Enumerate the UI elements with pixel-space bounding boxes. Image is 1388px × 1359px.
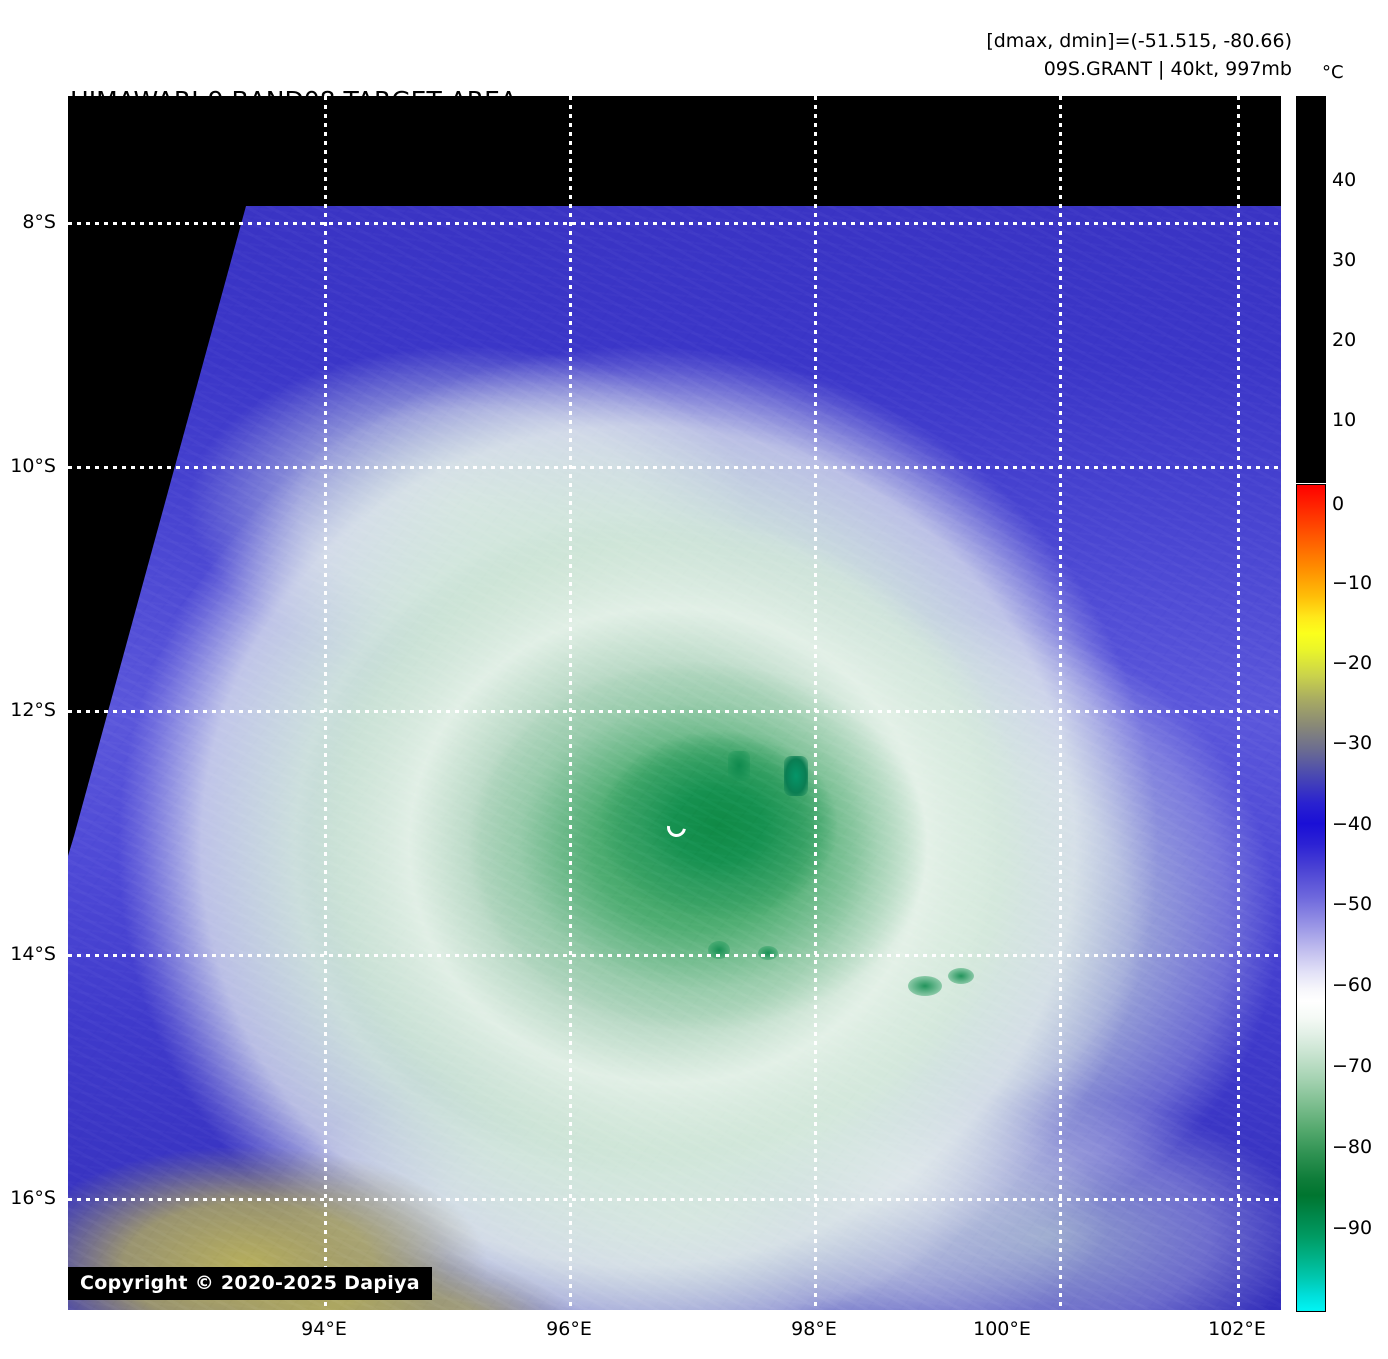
x-axis-tick-102E: 102°E: [1208, 1318, 1266, 1340]
cold-cloud-blob: [758, 946, 778, 960]
storm-info-label: 09S.GRANT | 40kt, 997mb: [1043, 57, 1292, 80]
cold-cloud-blob: [908, 976, 942, 996]
satellite-image-plot[interactable]: Copyright © 2020-2025 Dapiya: [68, 96, 1281, 1310]
y-axis-tick-10S: 10°S: [10, 455, 56, 477]
y-axis-tick-8S: 8°S: [22, 211, 56, 233]
metadata-block: [dmax, dmin]=(-51.515, -80.66) 09S.GRANT…: [986, 28, 1292, 83]
colorbar-unit-label: °C: [1322, 62, 1344, 83]
colorbar-tick-0: 0: [1332, 493, 1345, 515]
y-axis-tick-16S: 16°S: [10, 1187, 56, 1209]
cold-cloud-blob: [708, 941, 730, 959]
x-axis-tick-94E: 94°E: [301, 1318, 347, 1340]
cold-cloud-blob: [948, 968, 974, 984]
colorbar-tick-m20: −20: [1332, 652, 1373, 674]
satellite-texture-layer: [68, 206, 1281, 1310]
satellite-land-layer: [68, 206, 1281, 1310]
coldest-cloud-cell: [784, 756, 808, 796]
y-axis-tick-12S: 12°S: [10, 699, 56, 721]
colorbar-tick-10: 10: [1332, 409, 1357, 431]
colorbar-tick-20: 20: [1332, 329, 1357, 351]
colorbar-tick-30: 30: [1332, 249, 1357, 271]
dmax-dmin-label: [dmax, dmin]=(-51.515, -80.66): [986, 30, 1292, 52]
colorbar-tick-m70: −70: [1332, 1055, 1373, 1077]
colorbar-upper-black-segment: [1296, 96, 1326, 483]
colorbar-tick-m40: −40: [1332, 813, 1373, 835]
y-axis-tick-14S: 14°S: [10, 943, 56, 965]
colorbar-tick-m60: −60: [1332, 974, 1373, 996]
copyright-watermark: Copyright © 2020-2025 Dapiya: [68, 1267, 432, 1300]
colorbar-tick-m50: −50: [1332, 893, 1373, 915]
x-axis-tick-100E: 100°E: [973, 1318, 1031, 1340]
x-axis-tick-98E: 98°E: [791, 1318, 837, 1340]
colorbar-tick-m30: −30: [1332, 732, 1373, 754]
colorbar-tick-40: 40: [1332, 169, 1357, 191]
colorbar-tick-m80: −80: [1332, 1136, 1373, 1158]
cold-cloud-cell-secondary: [728, 751, 750, 781]
colorbar-tick-m10: −10: [1332, 572, 1373, 594]
colorbar-gradient-segment: [1296, 484, 1326, 1312]
colorbar-tick-m90: −90: [1332, 1217, 1373, 1239]
x-axis-tick-96E: 96°E: [546, 1318, 592, 1340]
